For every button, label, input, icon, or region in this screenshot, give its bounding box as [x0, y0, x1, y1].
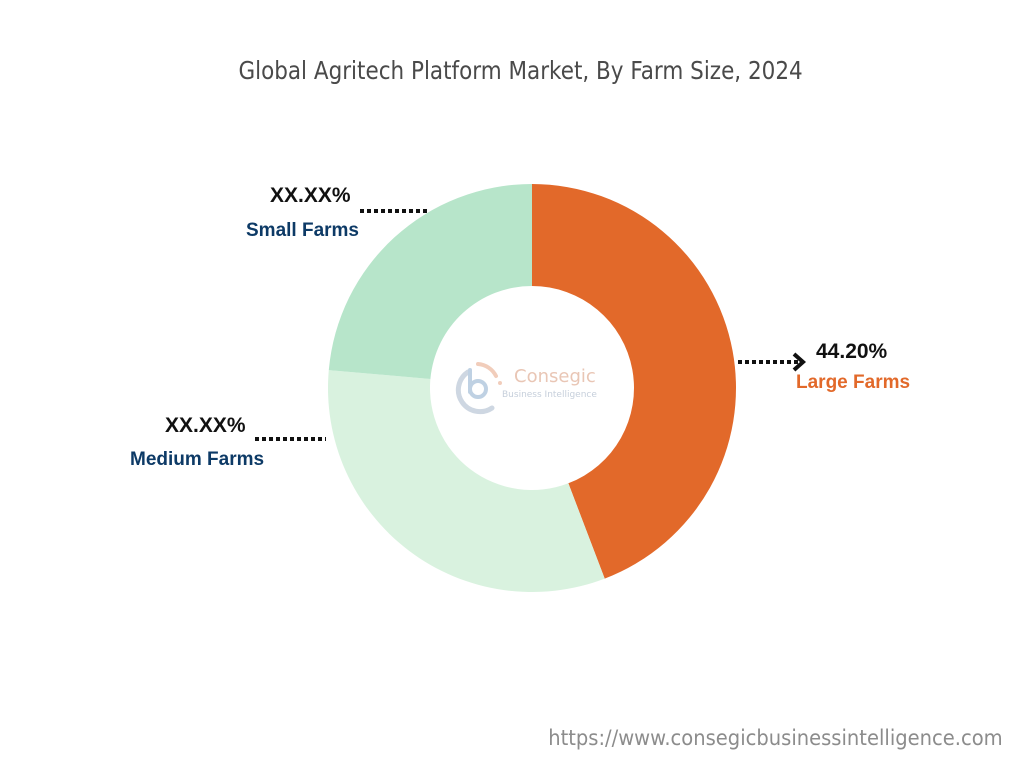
- donut-slices: [328, 184, 736, 592]
- footer-url: https://www.consegicbusinessintelligence…: [548, 726, 1003, 750]
- consegic-logo-icon: [455, 362, 502, 415]
- arrow-right-icon: [792, 352, 807, 372]
- large-farms-label: Large Farms: [796, 372, 911, 393]
- medium-farms-value: XX.XX%: [165, 414, 246, 437]
- logo-tagline: Business Intelligence: [502, 390, 597, 400]
- small-farms-value: XX.XX%: [270, 184, 351, 207]
- medium-farms-label: Medium Farms: [130, 449, 265, 470]
- logo-name: Consegic: [514, 366, 596, 387]
- small-farms-label: Small Farms: [246, 220, 359, 241]
- chart-title: Global Agritech Platform Market, By Farm…: [238, 56, 803, 85]
- slice-large-farms: [532, 184, 736, 579]
- large-farms-value: 44.20%: [816, 340, 888, 363]
- slice-small-farms: [328, 184, 532, 380]
- slice-medium-farms: [328, 370, 605, 592]
